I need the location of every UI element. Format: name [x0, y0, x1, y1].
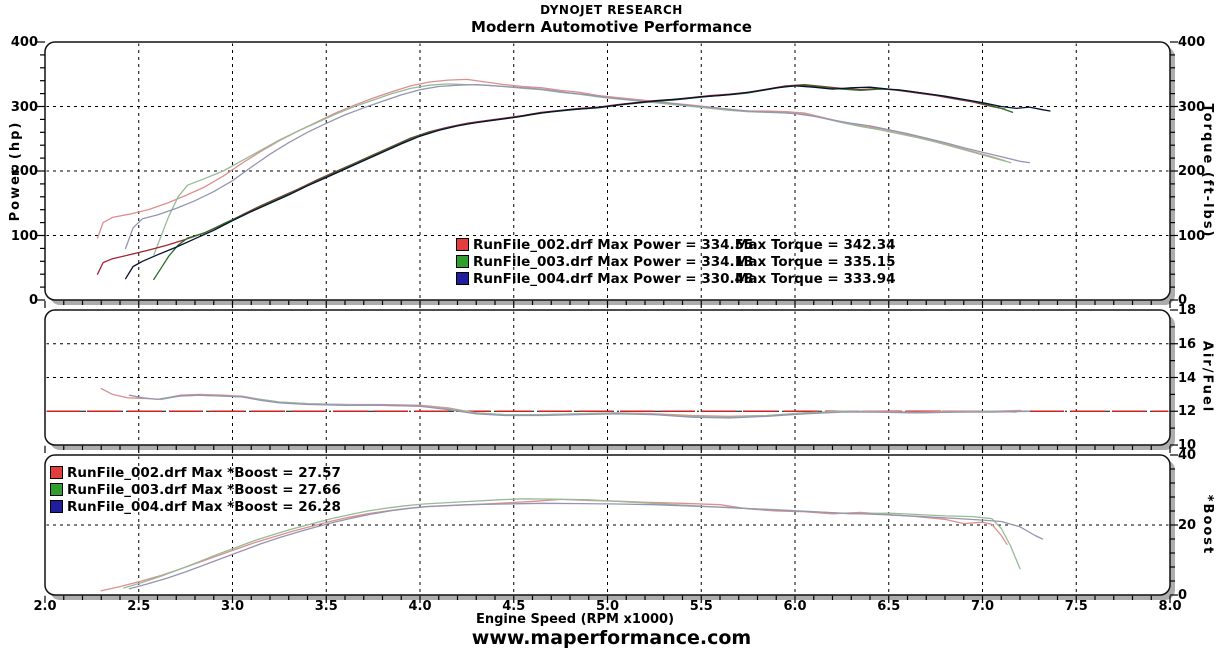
- x-tick-label: 6.5: [877, 599, 901, 614]
- legend-label-torque: Max Torque = 342.34: [735, 236, 896, 253]
- x-tick-label: 2.5: [127, 599, 151, 614]
- x-tick-label: 2.0: [33, 599, 57, 614]
- left-tick-label: 400: [10, 35, 38, 50]
- x-tick-label: 7.5: [1064, 599, 1088, 614]
- left-tick-label: 100: [10, 228, 38, 244]
- curve-af-run004: [128, 394, 1031, 419]
- curve-power-run004: [124, 85, 1051, 280]
- website-footer: www.maperformance.com: [471, 627, 752, 649]
- x-tick-label: 3.0: [220, 599, 245, 614]
- left-tick-label: 0: [28, 293, 38, 308]
- right-tick-label: 20: [1178, 518, 1197, 533]
- boost-legend: RunFile_002.drf Max *Boost = 27.57 RunFil…: [50, 464, 341, 515]
- legend-row: RunFile_002.drf Max *Boost = 27.57: [50, 464, 341, 481]
- x-tick-label: 8.0: [1158, 599, 1182, 614]
- right-tick-label: 0: [1178, 588, 1188, 603]
- left-tick-label: 300: [10, 99, 38, 115]
- legend-swatch-icon: [456, 238, 469, 251]
- right-tick-label: 16: [1178, 336, 1197, 352]
- legend-label-torque: Max Torque = 333.94: [735, 270, 896, 287]
- power-torque-legend: RunFile_002.drf Max Power = 334.55 Max To…: [456, 236, 896, 287]
- curve-boost-run004: [128, 502, 1044, 590]
- legend-label: RunFile_002.drf Max Power = 334.55: [473, 236, 754, 253]
- legend-row: RunFile_003.drf Max *Boost = 27.66: [50, 481, 341, 498]
- right-tick-label: 200: [1178, 164, 1206, 179]
- legend-swatch-icon: [456, 272, 469, 285]
- right-tick-label: 12: [1178, 404, 1197, 420]
- legend-swatch-icon: [456, 255, 469, 268]
- legend-label: RunFile_004.drf Max Power = 330.48: [473, 270, 754, 287]
- x-tick-label: 5.5: [689, 599, 713, 614]
- legend-label: RunFile_004.drf Max *Boost = 26.28: [67, 498, 341, 515]
- right-tick-label: 0: [1178, 293, 1188, 308]
- curve-torque-run004: [124, 83, 1031, 250]
- left-tick-label: 200: [10, 164, 38, 179]
- legend-label: RunFile_003.drf Max *Boost = 27.66: [67, 481, 341, 498]
- x-tick-label: 3.5: [314, 599, 338, 614]
- curve-boost-run003: [123, 498, 1021, 589]
- x-axis-title: Engine Speed (RPM x1000): [475, 612, 675, 627]
- x-tick-label: 4.5: [502, 599, 526, 614]
- right-tick-label: 100: [1178, 228, 1206, 244]
- right-tick-label: 14: [1178, 370, 1197, 386]
- x-tick-label: 4.0: [408, 599, 432, 614]
- legend-label: RunFile_002.drf Max *Boost = 27.57: [67, 464, 341, 481]
- right-tick-label: 300: [1178, 99, 1206, 115]
- x-tick-label: 6.0: [783, 599, 807, 614]
- x-tick-label: 7.0: [970, 599, 995, 614]
- report-header-line1: DYNOJET RESEARCH: [540, 3, 683, 17]
- legend-swatch-icon: [50, 483, 63, 496]
- legend-row: RunFile_003.drf Max Power = 334.13 Max To…: [456, 253, 896, 270]
- right-tick-label: 400: [1178, 35, 1206, 50]
- legend-swatch-icon: [50, 466, 63, 479]
- legend-row: RunFile_004.drf Max Power = 330.48 Max To…: [456, 270, 896, 287]
- legend-row: RunFile_002.drf Max Power = 334.55 Max To…: [456, 236, 896, 253]
- legend-swatch-icon: [50, 500, 63, 513]
- legend-label: RunFile_003.drf Max Power = 334.13: [473, 253, 754, 270]
- legend-label-torque: Max Torque = 335.15: [735, 253, 896, 270]
- report-header-line2: Modern Automotive Performance: [471, 18, 752, 36]
- x-tick-label: 5.0: [595, 599, 620, 614]
- right-tick-label: 40: [1178, 448, 1197, 463]
- right-tick-label: 10: [1178, 438, 1197, 453]
- right-tick-label: 18: [1178, 303, 1197, 318]
- legend-row: RunFile_004.drf Max *Boost = 26.28: [50, 498, 341, 515]
